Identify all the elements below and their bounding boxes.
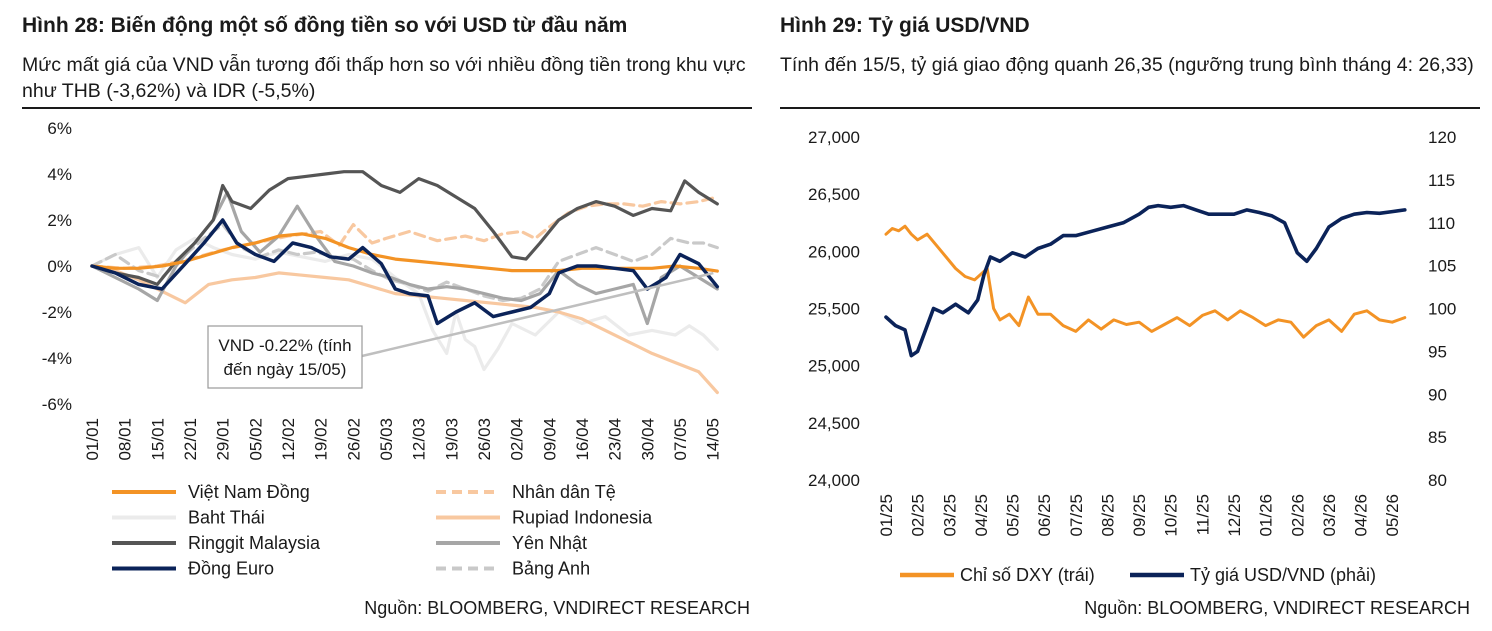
annotation-leader-line bbox=[361, 271, 714, 358]
x-tick-label: 09/25 bbox=[1130, 494, 1149, 537]
legend-label-yen-nhat: Yên Nhật bbox=[512, 533, 587, 553]
x-tick-label: 19/02 bbox=[312, 418, 331, 461]
x-tick-label: 10/25 bbox=[1162, 494, 1181, 537]
legend-label-nhan-dan-te: Nhân dân Tệ bbox=[512, 482, 616, 502]
figure-29-title: Hình 29: Tỷ giá USD/VND bbox=[780, 14, 1030, 37]
legend-label-bang-anh: Bảng Anh bbox=[512, 559, 590, 579]
x-tick-label: 05/03 bbox=[377, 418, 396, 461]
y-right-tick-label: 85 bbox=[1428, 428, 1447, 447]
y-right-tick-label: 90 bbox=[1428, 385, 1447, 404]
x-tick-label: 12/25 bbox=[1225, 494, 1244, 537]
x-tick-label: 14/05 bbox=[704, 418, 723, 461]
figure-28-subtitle: Mức mất giá của VND vẫn tương đối thấp h… bbox=[22, 54, 746, 102]
figure-29-chart: 24,000 24,500 25,000 25,500 26,000 26,500 27,0… bbox=[808, 128, 1456, 585]
x-tick-label: 08/01 bbox=[116, 418, 135, 461]
legend-label-ringgit-malaysia: Ringgit Malaysia bbox=[188, 533, 321, 553]
figure-28-source: Nguồn: BLOOMBERG, VNDIRECT RESEARCH bbox=[364, 598, 750, 618]
series-line-ringgit-malaysia bbox=[90, 170, 719, 286]
figure-28-chart: -6% -4% -2% 0% 2% 4% 6% 01/01 08/01 15/01 22/01 29/… bbox=[42, 119, 723, 579]
y-tick-label: -4% bbox=[42, 349, 72, 368]
y-right-tick-label: 95 bbox=[1428, 342, 1447, 361]
x-tick-label: 12/02 bbox=[279, 418, 298, 461]
x-tick-label: 26/02 bbox=[344, 418, 363, 461]
y-left-tick-label: 24,500 bbox=[808, 414, 860, 433]
y-tick-label: 2% bbox=[47, 211, 72, 230]
series-line-chi-so-dxy-trai bbox=[884, 224, 1407, 339]
y-tick-label: 4% bbox=[47, 165, 72, 184]
x-tick-label: 01/26 bbox=[1257, 494, 1276, 537]
legend-label-ty-gia-usd-vnd-phai: Tỷ giá USD/VND (phải) bbox=[1190, 565, 1376, 585]
figure-28-rule bbox=[22, 107, 752, 109]
x-tick-label: 23/04 bbox=[606, 418, 625, 461]
x-tick-label: 04/26 bbox=[1352, 494, 1371, 537]
x-tick-label: 08/25 bbox=[1098, 494, 1117, 537]
x-tick-label: 02/04 bbox=[508, 418, 527, 461]
x-tick-label: 05/26 bbox=[1383, 494, 1402, 537]
y-right-tick-label: 100 bbox=[1428, 300, 1456, 319]
annotation-line-1: VND -0.22% (tính bbox=[218, 336, 351, 355]
y-left-tick-label: 26,500 bbox=[808, 185, 860, 204]
y-tick-label: 0% bbox=[47, 257, 72, 276]
series-line-ty-gia-usd-vnd-phai bbox=[884, 203, 1407, 358]
x-tick-label: 04/25 bbox=[972, 494, 991, 537]
x-tick-label: 16/04 bbox=[573, 418, 592, 461]
x-tick-label: 03/26 bbox=[1320, 494, 1339, 537]
y-right-tick-label: 120 bbox=[1428, 128, 1456, 147]
x-tick-label: 30/04 bbox=[638, 418, 657, 461]
x-tick-label: 07/25 bbox=[1067, 494, 1086, 537]
figure-29-rule bbox=[780, 107, 1480, 109]
figure-29-panel: Hình 29: Tỷ giá USD/VND Tính đến 15/5, t… bbox=[768, 0, 1492, 631]
legend-label-rupiad-indonesia: Rupiad Indonesia bbox=[512, 508, 653, 528]
y-left-tick-label: 25,000 bbox=[808, 357, 860, 376]
y-tick-label: -2% bbox=[42, 303, 72, 322]
x-tick-label: 05/02 bbox=[246, 418, 265, 461]
figure-29-source: Nguồn: BLOOMBERG, VNDIRECT RESEARCH bbox=[1084, 598, 1470, 618]
y-tick-label: -6% bbox=[42, 395, 72, 414]
y-right-tick-label: 115 bbox=[1428, 171, 1455, 190]
y-right-tick-label: 105 bbox=[1428, 257, 1456, 276]
y-left-tick-label: 26,000 bbox=[808, 242, 860, 261]
legend-label-chi-so-dxy-trai: Chỉ số DXY (trái) bbox=[960, 565, 1095, 585]
legend-label-viet-nam-dong: Việt Nam Đồng bbox=[188, 482, 310, 502]
series-line-rupiad-indonesia bbox=[90, 264, 719, 395]
x-tick-label: 12/03 bbox=[410, 418, 429, 461]
x-tick-label: 09/04 bbox=[540, 418, 559, 461]
y-left-tick-label: 25,500 bbox=[808, 300, 860, 319]
x-tick-label: 19/03 bbox=[442, 418, 461, 461]
legend-label-dong-euro: Đồng Euro bbox=[188, 559, 274, 579]
x-tick-label: 15/01 bbox=[148, 418, 167, 461]
x-tick-label: 11/25 bbox=[1193, 494, 1212, 535]
legend-label-baht-thai: Baht Thái bbox=[188, 508, 265, 528]
figure-28-panel: Hình 28: Biến động một số đồng tiền so v… bbox=[22, 14, 752, 618]
x-tick-label: 22/01 bbox=[181, 418, 200, 461]
x-tick-label: 01/25 bbox=[877, 494, 896, 537]
annotation-box bbox=[207, 325, 363, 389]
figure-29-subtitle: Tính đến 15/5, tỷ giá giao động quanh 26… bbox=[780, 54, 1474, 76]
y-left-tick-label: 24,000 bbox=[808, 471, 860, 490]
y-right-tick-label: 80 bbox=[1428, 471, 1447, 490]
y-tick-label: 6% bbox=[47, 119, 72, 138]
x-tick-label: 07/05 bbox=[671, 418, 690, 461]
x-tick-label: 01/01 bbox=[83, 418, 102, 461]
x-tick-label: 02/26 bbox=[1288, 494, 1307, 537]
y-left-tick-label: 27,000 bbox=[808, 128, 860, 147]
x-tick-label: 29/01 bbox=[214, 418, 233, 461]
x-tick-label: 26/03 bbox=[475, 418, 494, 461]
x-tick-label: 02/25 bbox=[909, 494, 928, 537]
x-tick-label: 03/25 bbox=[940, 494, 959, 537]
figure-28-title: Hình 28: Biến động một số đồng tiền so v… bbox=[22, 14, 628, 37]
series-line-dong-euro bbox=[90, 218, 720, 326]
x-tick-label: 06/25 bbox=[1035, 494, 1054, 537]
y-right-tick-label: 110 bbox=[1428, 214, 1455, 233]
x-tick-label: 05/25 bbox=[1004, 494, 1023, 537]
annotation-line-2: đến ngày 15/05) bbox=[224, 360, 347, 379]
